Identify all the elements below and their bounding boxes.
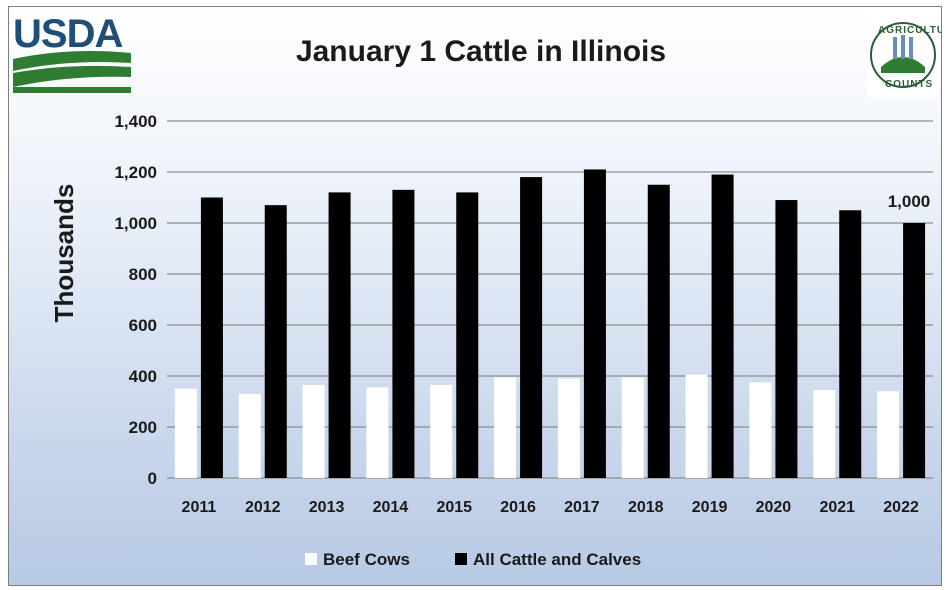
x-axis-ticks: 2011 2012 2013 2014 2015 2016 2017 2018 2019 2020…: [182, 499, 919, 516]
bar-beef-cows: [749, 382, 772, 478]
chart-title: January 1 Cattle in Illinois: [296, 35, 666, 68]
x-tick-label: 2018: [628, 499, 664, 516]
seal-bottom-text: COUNTS: [885, 79, 933, 90]
y-tick-label: 1,000: [114, 214, 157, 233]
bar-all-cattle: [711, 174, 734, 479]
x-tick-label: 2017: [564, 499, 600, 516]
y-axis-ticks: 0 200 400 600 800 1,000 1,200 1,400: [114, 112, 157, 488]
usda-logo-text: USDA: [13, 12, 122, 56]
y-tick-label: 600: [129, 316, 157, 335]
bar-all-cattle: [647, 184, 670, 478]
usda-logo-swoosh-1: [13, 51, 131, 71]
x-tick-label: 2014: [373, 499, 409, 516]
legend-swatch-beef-cows: [305, 553, 317, 565]
x-tick-label: 2012: [245, 499, 281, 516]
bar-all-cattle: [392, 189, 415, 478]
bar-all-cattle: [839, 210, 862, 478]
legend-label-beef-cows: Beef Cows: [323, 550, 410, 569]
bars: [174, 169, 926, 479]
chart-frame: USDA AGRICULTURE COUNTS January 1 Cattle…: [8, 6, 942, 586]
bar-beef-cows: [685, 374, 708, 478]
legend-label-all-cattle: All Cattle and Calves: [473, 550, 641, 569]
y-tick-label: 800: [129, 265, 157, 284]
seal-top-text: AGRICULTURE: [878, 25, 941, 36]
legend-swatch-all-cattle: [455, 553, 467, 565]
y-tick-label: 0: [148, 469, 157, 488]
bar-beef-cows: [494, 377, 517, 478]
x-tick-label: 2016: [500, 499, 536, 516]
gridlines: [167, 120, 933, 479]
data-label: 1,000: [888, 192, 931, 211]
bar-beef-cows: [366, 387, 389, 478]
bar-beef-cows: [557, 378, 580, 478]
bar-beef-cows: [302, 384, 325, 478]
x-tick-label: 2013: [309, 499, 345, 516]
bar-beef-cows: [238, 393, 261, 478]
y-tick-label: 1,200: [114, 163, 157, 182]
chart-canvas: USDA AGRICULTURE COUNTS January 1 Cattle…: [13, 12, 941, 569]
x-tick-label: 2020: [756, 499, 792, 516]
legend: Beef Cows All Cattle and Calves: [305, 550, 641, 569]
bar-all-cattle: [903, 223, 926, 478]
bar-all-cattle: [456, 192, 479, 478]
bar-beef-cows: [174, 388, 197, 478]
y-tick-label: 400: [129, 367, 157, 386]
bar-all-cattle: [264, 205, 287, 478]
usda-logo: USDA: [13, 12, 131, 93]
agriculture-counts-seal: AGRICULTURE COUNTS: [867, 15, 941, 97]
y-tick-label: 200: [129, 418, 157, 437]
x-tick-label: 2019: [692, 499, 728, 516]
seal-column-icon-1: [893, 37, 897, 59]
seal-column-icon-2: [901, 35, 905, 59]
data-labels: 1,000: [888, 192, 931, 211]
bar-all-cattle: [775, 200, 798, 479]
bar-beef-cows: [813, 390, 836, 478]
x-tick-label: 2022: [883, 499, 919, 516]
bar-all-cattle: [328, 192, 351, 478]
seal-ring: [870, 22, 936, 88]
seal-field-icon: [881, 57, 925, 73]
x-tick-label: 2015: [436, 499, 472, 516]
bar-beef-cows: [621, 377, 644, 478]
usda-logo-base: [13, 87, 131, 93]
seal-column-icon-3: [909, 37, 913, 59]
bar-all-cattle: [200, 197, 223, 478]
x-tick-label: 2011: [182, 499, 217, 516]
usda-logo-swoosh-2: [13, 65, 131, 87]
y-tick-label: 1,400: [114, 112, 157, 131]
bar-all-cattle: [520, 177, 543, 478]
bar-all-cattle: [583, 169, 606, 478]
bar-beef-cows: [877, 391, 900, 478]
x-tick-label: 2021: [819, 499, 855, 516]
y-axis-label: Thousands: [49, 184, 79, 323]
bar-beef-cows: [430, 384, 453, 478]
